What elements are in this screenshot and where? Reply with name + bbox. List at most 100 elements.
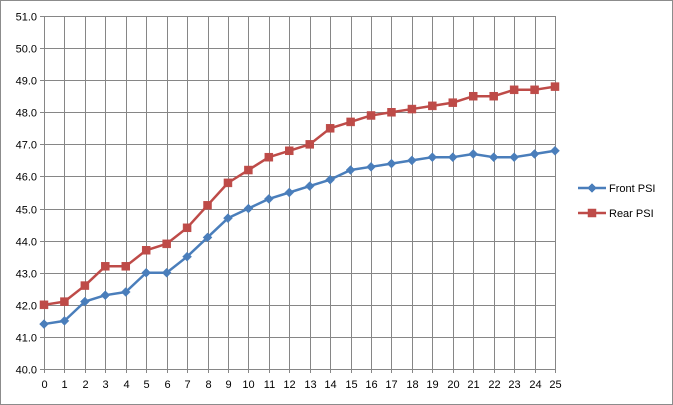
data-point-rear-psi (428, 101, 437, 111)
data-point-front-psi (80, 296, 90, 307)
data-point-rear-psi (489, 91, 498, 101)
x-tick-label: 3 (102, 379, 108, 391)
data-point-front-psi (345, 165, 356, 175)
legend: Front PSI Rear PSI (578, 183, 655, 220)
x-tick-label: 5 (143, 379, 149, 391)
data-point-rear-psi (448, 98, 458, 107)
data-point-front-psi (100, 290, 111, 301)
x-tick-label: 21 (467, 379, 479, 391)
x-tick-label: 11 (264, 379, 275, 391)
legend-label: Front PSI (609, 183, 655, 195)
data-point-front-psi (141, 267, 152, 278)
x-tick-label: 14 (324, 379, 336, 391)
data-point-front-psi (243, 203, 254, 214)
x-tick-label: 23 (508, 379, 520, 391)
data-point-rear-psi (468, 91, 478, 101)
x-tick-label: 2 (82, 379, 88, 391)
data-point-front-psi (161, 267, 172, 278)
data-point-rear-psi (305, 140, 314, 149)
x-tick-label: 7 (184, 379, 190, 391)
data-point-rear-psi (550, 82, 560, 91)
y-tick-label: 41.0 (16, 333, 37, 345)
data-point-front-psi (120, 287, 131, 297)
data-point-rear-psi (39, 300, 49, 310)
data-point-front-psi (223, 213, 233, 224)
legend-item-front-psi: Front PSI (578, 183, 655, 195)
legend-label: Rear PSI (609, 208, 654, 220)
y-tick-label: 48.0 (16, 108, 37, 120)
data-point-rear-psi (121, 262, 131, 271)
x-tick-label: 15 (345, 379, 357, 391)
x-tick-label: 1 (61, 379, 67, 391)
data-point-rear-psi (264, 152, 274, 162)
data-point-front-psi (202, 232, 213, 243)
legend-marker-rear-psi (587, 208, 597, 218)
data-point-front-psi (468, 149, 479, 159)
x-axis-tick-labels: 0 1 2 3 4 5 6 7 8 9 10 11 12 13 14 15 16 17 18 19 20 21 22 23 24… (41, 379, 561, 391)
x-tick-label: 18 (406, 379, 418, 391)
data-point-rear-psi (80, 281, 90, 290)
data-point-rear-psi (509, 85, 519, 95)
x-tick-label: 4 (123, 379, 129, 391)
data-point-rear-psi (366, 111, 376, 120)
y-axis-tick-labels: 40.0 41.0 42.0 43.0 44.0 45.0 46.0 47.0 48.0 49.0… (16, 12, 37, 377)
y-tick-label: 43.0 (16, 269, 37, 281)
y-tick-label: 51.0 (16, 12, 37, 24)
data-point-front-psi (182, 251, 192, 262)
x-tick-label: 6 (164, 379, 170, 391)
x-tick-label: 22 (488, 379, 500, 391)
data-point-front-psi (529, 149, 540, 159)
data-point-front-psi (39, 319, 49, 329)
data-point-front-psi (488, 152, 499, 163)
data-point-rear-psi (530, 85, 539, 95)
legend-item-rear-psi: Rear PSI (578, 208, 654, 220)
data-point-front-psi (550, 145, 560, 156)
data-point-rear-psi (141, 246, 151, 255)
y-tick-label: 40.0 (16, 365, 37, 377)
x-tick-label: 10 (242, 379, 254, 391)
data-point-front-psi (427, 152, 438, 163)
data-point-rear-psi (325, 124, 335, 133)
data-point-rear-psi (182, 223, 192, 233)
data-point-rear-psi (101, 262, 110, 271)
plot-area-background (44, 16, 555, 369)
y-tick-label: 44.0 (16, 237, 37, 249)
x-tick-label: 19 (426, 379, 438, 391)
data-point-front-psi (366, 161, 376, 172)
data-point-front-psi (263, 194, 274, 204)
series-rear-psi (39, 82, 560, 310)
y-tick-label: 46.0 (16, 172, 37, 184)
x-tick-label: 17 (385, 379, 397, 391)
data-point-front-psi (284, 187, 295, 198)
series-front-psi (39, 145, 560, 329)
data-point-rear-psi (162, 239, 171, 249)
x-tick-label: 20 (447, 379, 459, 391)
y-tick-label: 42.0 (16, 301, 37, 313)
x-tick-label: 25 (549, 379, 561, 391)
data-point-front-psi (509, 152, 519, 163)
data-point-rear-psi (346, 117, 355, 127)
x-tick-label: 0 (41, 379, 47, 391)
x-tick-label: 9 (225, 379, 231, 391)
data-point-front-psi (386, 158, 397, 169)
y-tick-label: 49.0 (16, 76, 37, 88)
x-tick-label: 24 (529, 379, 541, 391)
x-tick-label: 12 (283, 379, 295, 391)
y-tick-label: 50.0 (16, 44, 37, 56)
data-point-rear-psi (407, 104, 417, 114)
data-point-front-psi (447, 152, 458, 163)
data-point-rear-psi (203, 201, 212, 210)
y-tick-label: 45.0 (16, 205, 37, 217)
data-point-rear-psi (387, 108, 396, 117)
series-lines (39, 82, 560, 329)
data-point-rear-psi (223, 178, 233, 188)
legend-marker-front-psi (587, 183, 597, 193)
data-point-front-psi (59, 316, 70, 326)
data-point-rear-psi (244, 165, 253, 175)
data-point-rear-psi (285, 146, 294, 156)
x-tick-label: 16 (365, 379, 377, 391)
x-tick-label: 13 (304, 379, 316, 391)
y-tick-label: 47.0 (16, 140, 37, 152)
data-point-front-psi (325, 174, 336, 185)
